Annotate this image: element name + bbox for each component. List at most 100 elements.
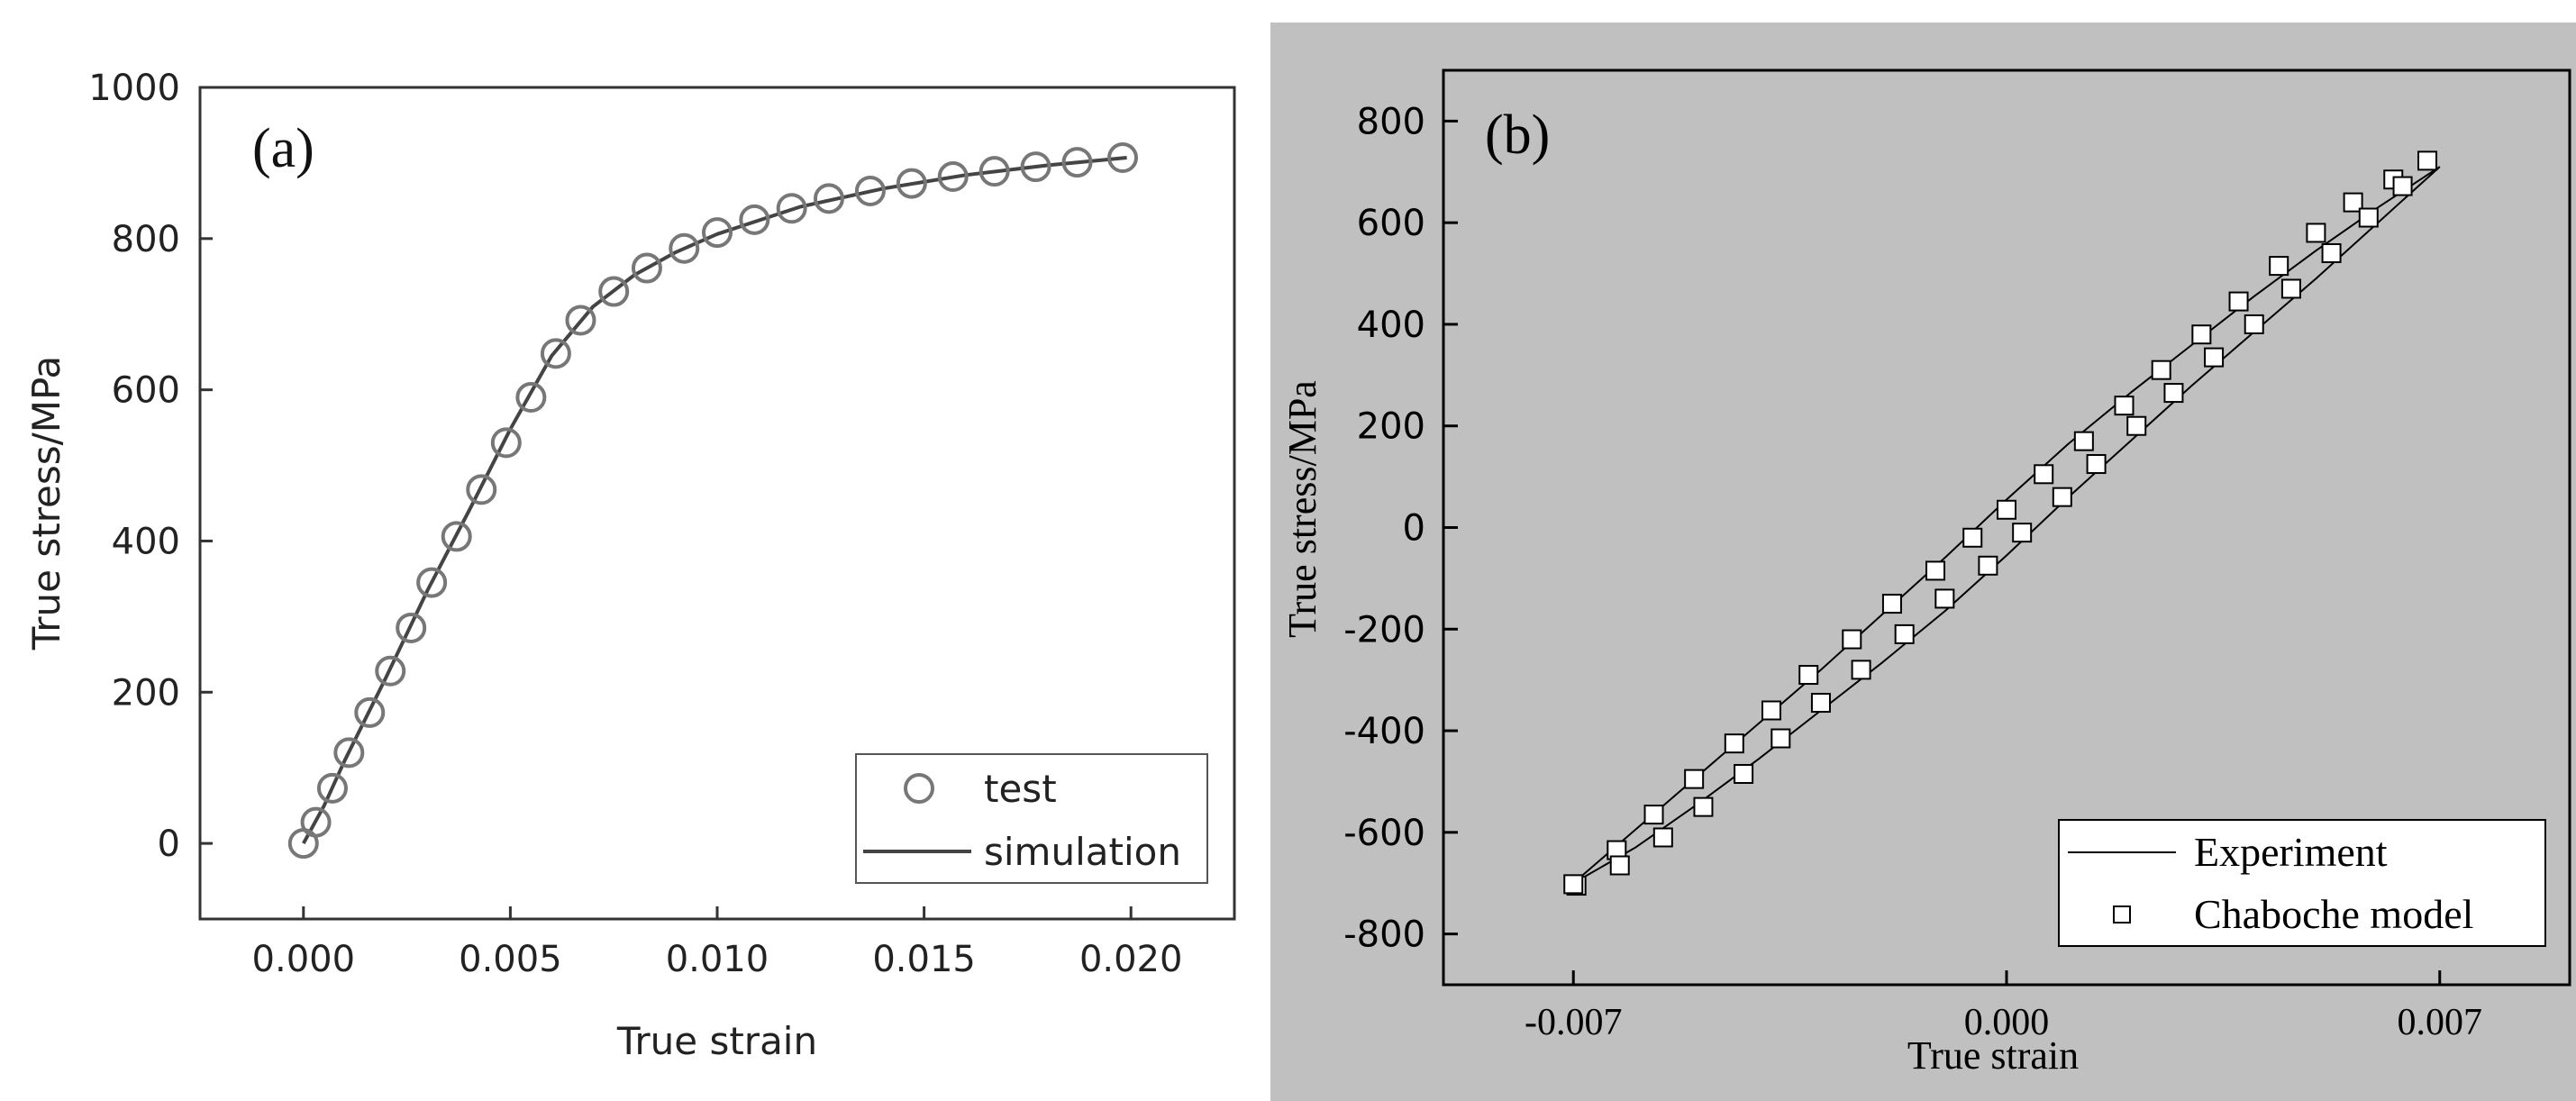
panel-a-y-axis-title: True stress/MPa (24, 356, 68, 651)
panel-a-y-tick-label: 400 (112, 521, 180, 562)
panel-a-axis-ticks: 0.000 0.005 0.010 0.015 0.020 0 200 400 600 800 10… (88, 68, 1182, 980)
panel-b-chaboche-point (1652, 827, 1673, 848)
panel-a-test-point (300, 806, 332, 838)
panel-a-stress-strain-chart: 0.000 0.005 0.010 0.015 0.020 0 200 400 600 800 10… (24, 68, 1236, 1063)
panel-a-test-point (441, 521, 472, 552)
panel-a-test-point (1107, 142, 1139, 174)
panel-b-chaboche-point (1684, 769, 1705, 789)
panel-a-y-tick-label: 200 (112, 672, 180, 714)
panel-b-chaboche-point (1563, 874, 1584, 895)
panel-a-test-point (490, 427, 522, 459)
panel-a-x-tick-label: 0.020 (1079, 939, 1183, 980)
panel-a-y-tick-label: 1000 (88, 68, 180, 109)
panel-a-test-point (937, 161, 969, 193)
panel-b-chaboche-point (1934, 588, 1955, 609)
panel-a-y-tick-label: 600 (112, 370, 180, 412)
panel-b-chaboche-point (2151, 359, 2171, 380)
panel-a-test-point (854, 175, 886, 206)
panel-b-chaboche-point (1609, 855, 1630, 876)
panel-b-chaboche-point (2269, 256, 2289, 277)
panel-a-test-point (776, 193, 807, 224)
panel-b-chaboche-point (2358, 207, 2379, 228)
panel-b-legend-chaboche-label: Chaboche model (2194, 891, 2473, 937)
panel-b-chaboche-point (2321, 243, 2342, 263)
panel-a-test-point (669, 232, 700, 264)
panel-a-x-tick-label: 0.015 (872, 939, 976, 980)
panel-b-y-tick-label: 600 (1357, 203, 1425, 244)
panel-a-test-point (316, 772, 348, 804)
panel-b-chaboche-point (1851, 660, 1871, 680)
panel-a-legend: test simulation (855, 753, 1208, 884)
panel-b-x-tick-label: 0.000 (1964, 1002, 2050, 1043)
panel-b-chaboche-point (2228, 291, 2249, 312)
panel-b-chaboche-point (1693, 796, 1714, 817)
panel-a-legend-test-marker (904, 773, 934, 804)
panel-b-chaboche-point (2163, 383, 2184, 404)
panel-b-chaboche-point (2114, 396, 2135, 416)
panel-a-x-tick-label: 0.000 (252, 939, 356, 980)
panel-a-test-series (287, 142, 1139, 860)
panel-b-chaboche-point (2280, 278, 2301, 299)
panel-b-chaboche-point (2012, 523, 2033, 543)
panel-b-legend: Experiment Chaboche model (2058, 819, 2546, 947)
panel-b-chaboche-point (2034, 464, 2054, 485)
panel-b-chaboche-point (1997, 499, 2016, 520)
panel-b-chaboche-point (2392, 176, 2413, 196)
panel-b-axis-ticks: -0.007 0.000 0.007 -800 -600 -400 -200 0 200 400 6… (1343, 101, 2482, 1043)
panel-a-legend-test-label: test (984, 767, 1057, 811)
panel-b-legend-box (2058, 819, 2546, 947)
panel-b-x-tick-label: -0.007 (1525, 1002, 1623, 1043)
panel-a-test-point (333, 737, 365, 769)
panel-b-chaboche-point (2126, 415, 2147, 436)
panel-a-test-point (598, 276, 630, 307)
panel-a-x-tick-label: 0.005 (459, 939, 562, 980)
panel-b-chaboche-point (2343, 192, 2363, 213)
panel-a-test-point (565, 305, 596, 336)
panel-b-y-tick-label: -800 (1343, 914, 1425, 956)
panel-b-cyclic-chart: -0.007 0.000 0.007 -800 -600 -400 -200 0 200 400 6… (1270, 23, 2576, 1101)
panel-b-chaboche-point (1978, 555, 1998, 576)
panel-b-chaboche-point (1643, 805, 1664, 825)
panel-b-x-axis-title: True strain (1907, 1033, 2079, 1078)
panel-a-test-point (354, 696, 386, 728)
panel-a-test-point (702, 217, 733, 249)
panel-a-label: (a) (252, 118, 314, 179)
panel-b-y-tick-label: 0 (1403, 508, 1425, 550)
panel-a-x-tick-label: 0.010 (666, 939, 769, 980)
panel-b-y-tick-label: -200 (1343, 609, 1425, 651)
panel-a-test-point (813, 183, 844, 214)
panel-b-chaboche-point (1724, 733, 1744, 754)
panel-b-chaboche-point (2073, 431, 2094, 451)
panel-b-chaboche-point (1925, 560, 1946, 581)
panel-a-test-point (979, 156, 1010, 187)
panel-a-legend-simulation-label: simulation (984, 830, 1181, 874)
panel-b-chaboche-point (1798, 665, 1819, 686)
panel-b-y-tick-label: 200 (1357, 406, 1425, 448)
panel-b-chaboche-point (1894, 623, 1915, 644)
panel-b-chaboche-point (1962, 527, 1983, 548)
panel-a-test-point (416, 567, 448, 598)
panel-a-test-point (1061, 147, 1093, 178)
panel-a-test-point (396, 612, 427, 643)
panel-b-y-tick-label: 800 (1357, 101, 1425, 142)
panel-b-chaboche-point (2052, 487, 2072, 507)
panel-a-test-point (540, 338, 571, 369)
panel-b-chaboche-point (1810, 693, 1831, 714)
panel-b-chaboche-point (2244, 314, 2264, 334)
panel-b-chaboche-point (2191, 324, 2212, 345)
panel-b-y-axis-title: True stress/MPa (1280, 380, 1324, 638)
panel-a-test-point (631, 252, 662, 284)
panel-b-legend-chaboche-marker (2113, 905, 2131, 924)
panel-a-test-point (375, 655, 406, 687)
panel-b-chaboche-point (1761, 700, 1782, 721)
panel-b-experiment-line (1572, 166, 2441, 884)
panel-b-chaboche-series (1563, 150, 2438, 896)
panel-a-test-point (896, 168, 927, 199)
panel-a-y-tick-label: 0 (158, 823, 180, 865)
panel-a-test-point (466, 474, 497, 505)
panel-a-test-point (739, 204, 770, 235)
panel-b-chaboche-point (2204, 347, 2225, 368)
panel-b-chaboche-point (1770, 728, 1791, 749)
panel-a-simulation-line (302, 156, 1127, 845)
